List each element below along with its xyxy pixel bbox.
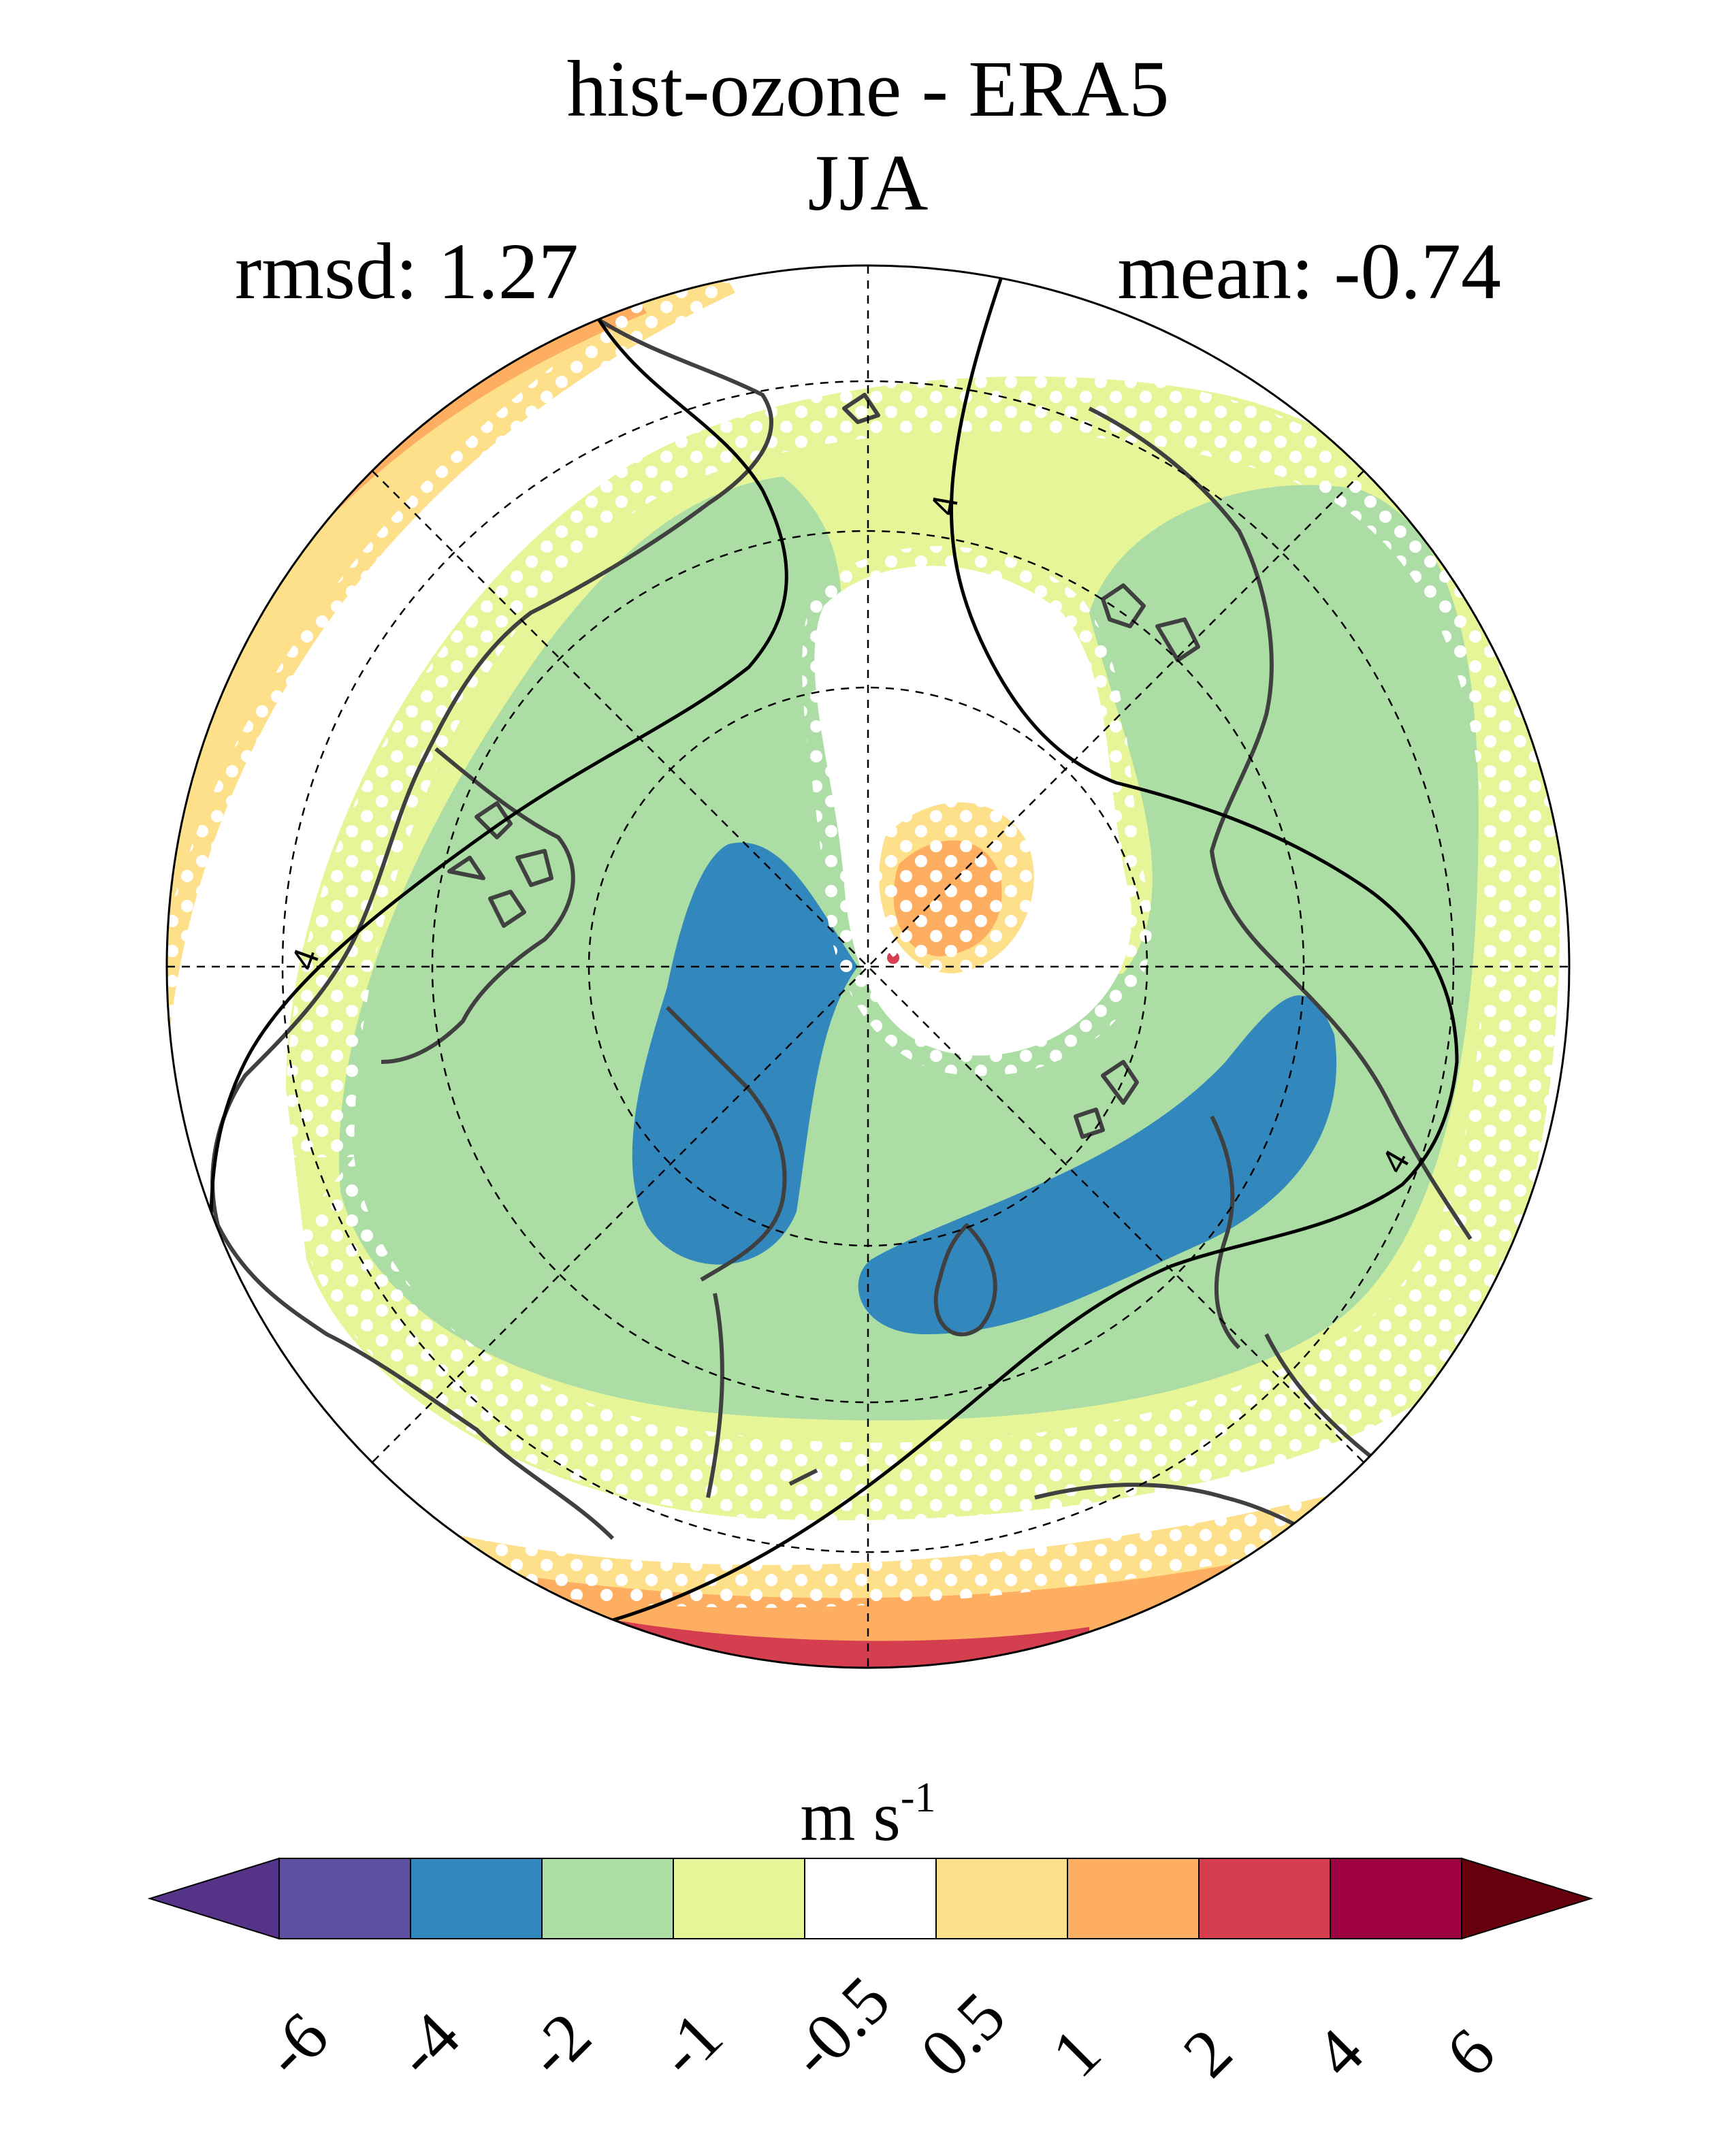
map-fill (167, 265, 1569, 1668)
map-subtitle: JJA (807, 138, 929, 227)
colorbar-swatch (410, 1858, 543, 1939)
colorbar-swatch (1067, 1858, 1200, 1939)
map-border (165, 264, 1571, 1669)
stipple-core-ring (802, 546, 1153, 1076)
graticule (167, 265, 1569, 1668)
colorbar-swatch (541, 1858, 674, 1939)
colorbar-extend-low (147, 1857, 280, 1940)
colorbar (147, 1857, 1594, 1940)
colorbar-swatch (1330, 1858, 1462, 1939)
colorbar-swatch (935, 1858, 1068, 1939)
mean-label: mean: -0.74 (1117, 227, 1501, 316)
colorbar-units: m s-1 (0, 1777, 1736, 1852)
contour-lines (209, 278, 1459, 1622)
colorbar-extend-high (1461, 1857, 1594, 1940)
rmsd-label: rmsd: 1.27 (235, 227, 579, 316)
colorbar-swatch (673, 1858, 805, 1939)
fill-blue-west (632, 842, 858, 1265)
fill-blue-east (858, 995, 1337, 1334)
units-base: m s (800, 1777, 901, 1856)
colorbar-swatch (1198, 1858, 1331, 1939)
stipple-blob (866, 792, 1047, 987)
colorbar-swatch (278, 1858, 411, 1939)
map-title: hist-ozone - ERA5 (566, 44, 1170, 133)
colorbar-swatch (804, 1858, 937, 1939)
units-exponent: -1 (900, 1775, 936, 1821)
stipple-nw-band (167, 265, 749, 1157)
stipple-s-band (436, 1464, 1443, 1608)
